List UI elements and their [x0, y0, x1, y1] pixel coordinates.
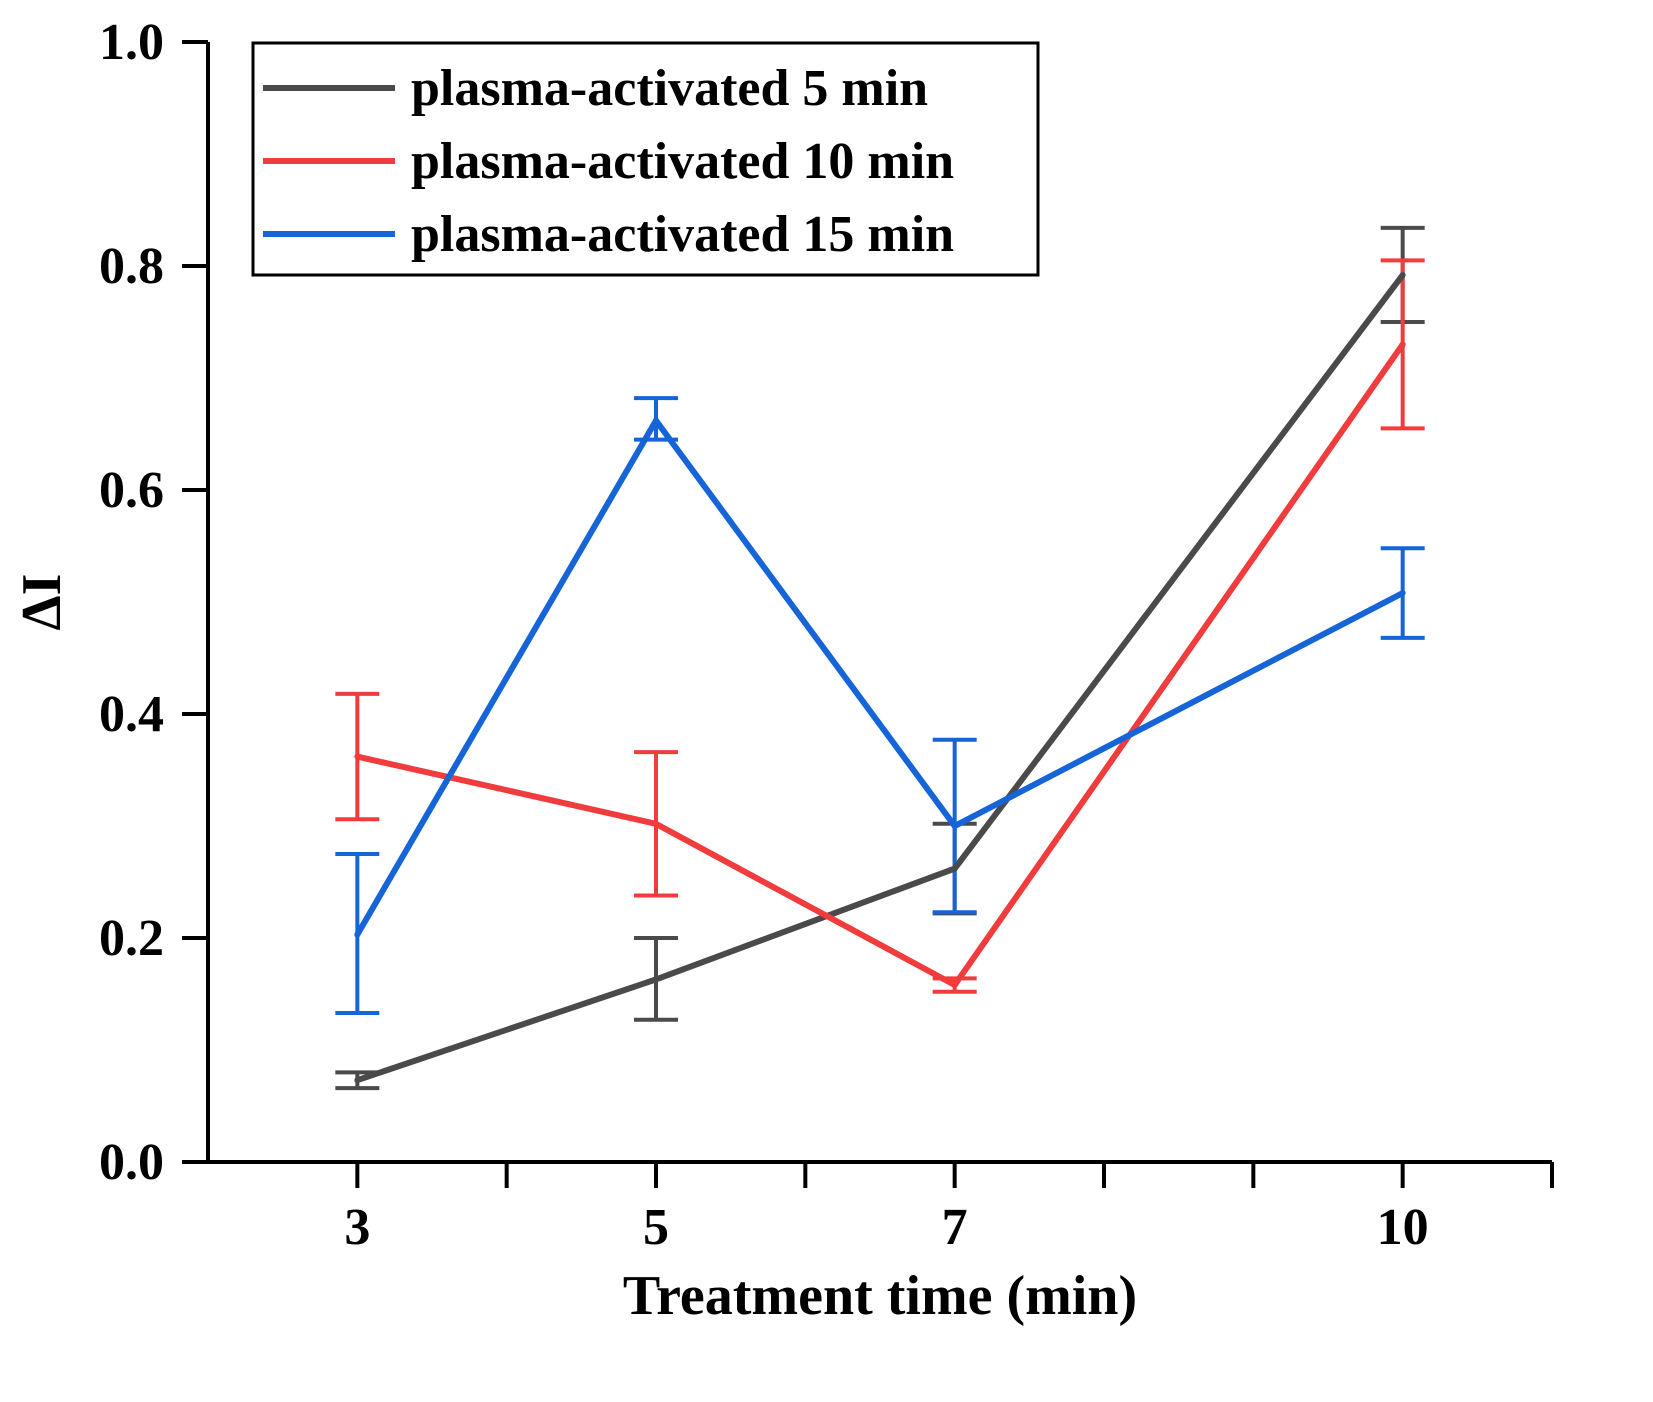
data-point	[354, 931, 361, 938]
ticks: 0.0 0.2 0.4 0.6 0.8 1.0 3 5 7 10	[99, 14, 1554, 1256]
y-tick-label: 1.0	[99, 14, 164, 71]
x-tick-label: 3	[344, 1199, 370, 1256]
x-axis-title: Treatment time (min)	[623, 1265, 1137, 1327]
error-bars	[335, 225, 1425, 1091]
legend-item-3: plasma-activated 15 min	[263, 206, 954, 263]
series-line-1	[356, 273, 1406, 1084]
y-tick-label: 0.4	[99, 686, 164, 743]
legend-label: plasma-activated 10 min	[411, 133, 954, 190]
y-axis-title: ΔI	[11, 574, 73, 631]
data-point	[951, 865, 958, 872]
x-tick-label: 10	[1377, 1199, 1429, 1256]
y-tick-label: 0.2	[99, 910, 164, 967]
axes	[206, 42, 1552, 1164]
series-line-2	[356, 342, 1406, 989]
data-point	[653, 417, 659, 424]
error-bars-series-3	[335, 396, 1425, 1016]
legend-label: plasma-activated 15 min	[411, 206, 954, 263]
legend-item-2: plasma-activated 10 min	[263, 133, 954, 190]
error-bars-series-1	[335, 225, 1425, 1091]
series-lines	[354, 271, 1406, 1084]
data-point	[653, 820, 659, 827]
legend-label: plasma-activated 5 min	[411, 60, 928, 117]
x-tick-label: 5	[643, 1199, 669, 1256]
data-point	[951, 823, 958, 829]
data-point	[1399, 271, 1406, 278]
error-bars-series-2	[335, 258, 1425, 994]
data-point	[1399, 590, 1406, 597]
data-point	[951, 982, 958, 989]
y-tick-label: 0.0	[99, 1134, 164, 1191]
data-point	[354, 1077, 361, 1084]
data-point	[354, 753, 361, 760]
y-tick-label: 0.8	[99, 238, 164, 295]
series-line-3	[354, 415, 1405, 937]
legend-item-1: plasma-activated 5 min	[263, 60, 928, 117]
y-tick-label: 0.6	[99, 462, 164, 519]
data-point	[1399, 341, 1406, 348]
data-point	[653, 976, 659, 983]
legend: plasma-activated 5 min plasma-activated 1…	[251, 41, 1040, 277]
x-tick-label: 7	[942, 1199, 968, 1256]
